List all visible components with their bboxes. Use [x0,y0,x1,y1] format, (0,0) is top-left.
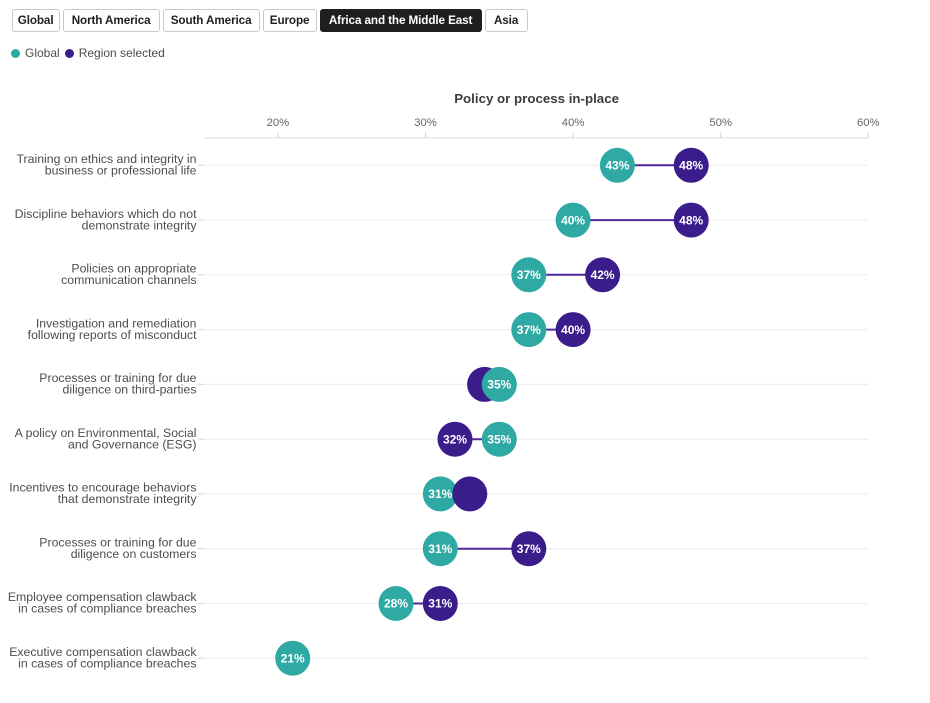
svg-text:Discipline behaviors which do: Discipline behaviors which do not [15,207,197,221]
svg-text:following reports of misconduc: following reports of misconduct [28,328,197,342]
svg-text:in cases of compliance breache: in cases of compliance breaches [18,656,196,670]
svg-text:business or professional life: business or professional life [45,164,197,178]
svg-text:31%: 31% [428,487,452,501]
svg-text:28%: 28% [384,597,408,611]
svg-text:43%: 43% [605,159,629,173]
svg-text:20%: 20% [267,117,290,129]
svg-text:31%: 31% [428,542,452,556]
svg-text:demonstrate integrity: demonstrate integrity [82,218,198,232]
svg-text:and Governance (ESG): and Governance (ESG) [68,437,197,451]
svg-text:40%: 40% [562,117,585,129]
svg-text:50%: 50% [709,117,732,129]
svg-text:diligence on third-parties: diligence on third-parties [63,383,197,397]
svg-text:Training on ethics and integri: Training on ethics and integrity in [17,152,197,166]
svg-text:Incentives to encourage behavi: Incentives to encourage behaviors [9,481,196,495]
svg-text:40%: 40% [561,323,585,337]
svg-text:Processes or training for due: Processes or training for due [39,535,196,549]
svg-text:48%: 48% [679,213,703,227]
svg-text:Policies on appropriate: Policies on appropriate [71,262,196,276]
svg-text:37%: 37% [517,323,541,337]
svg-text:60%: 60% [857,117,880,129]
svg-text:42%: 42% [591,268,615,282]
svg-text:30%: 30% [414,117,437,129]
svg-text:40%: 40% [561,213,585,227]
svg-text:Executive compensation clawbac: Executive compensation clawback [9,645,197,659]
svg-text:A policy on Environmental, Soc: A policy on Environmental, Social [15,426,197,440]
svg-text:31%: 31% [428,597,452,611]
svg-text:in cases of compliance breache: in cases of compliance breaches [18,602,196,616]
svg-text:35%: 35% [487,432,511,446]
svg-text:diligence on customers: diligence on customers [71,547,197,561]
svg-text:Processes or training for due: Processes or training for due [39,371,196,385]
svg-text:32%: 32% [443,432,467,446]
svg-text:35%: 35% [487,378,511,392]
svg-text:communication channels: communication channels [61,273,196,287]
svg-text:Investigation and remediation: Investigation and remediation [36,316,197,330]
svg-text:Policy or process in-place: Policy or process in-place [454,91,619,106]
svg-text:Employee compensation clawback: Employee compensation clawback [8,590,198,604]
svg-text:21%: 21% [281,651,305,665]
svg-text:48%: 48% [679,159,703,173]
svg-text:37%: 37% [517,268,541,282]
svg-text:37%: 37% [517,542,541,556]
svg-text:that demonstrate integrity: that demonstrate integrity [58,492,198,506]
